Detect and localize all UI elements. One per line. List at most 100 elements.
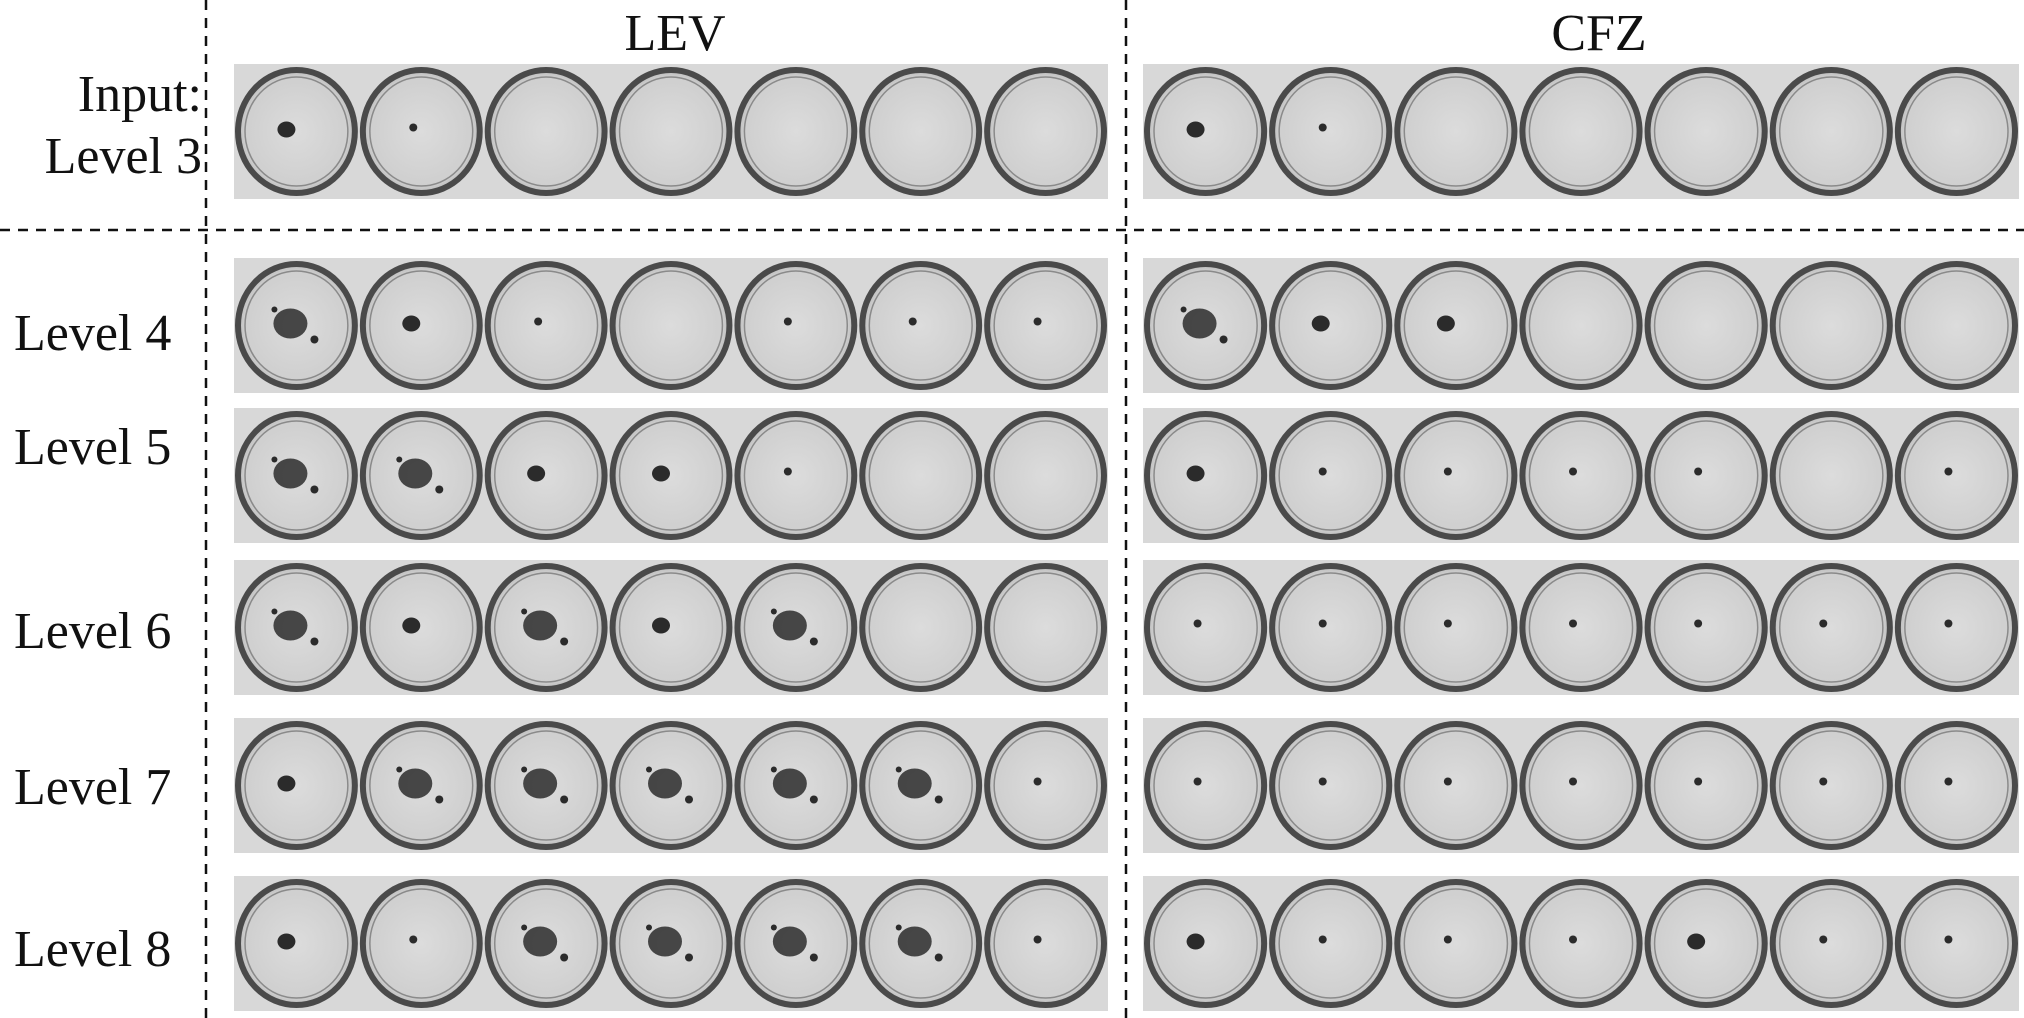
well <box>1144 67 1268 196</box>
colony-blob <box>523 610 558 641</box>
colony-blob <box>897 926 932 957</box>
well-inner-rim <box>1278 270 1384 381</box>
colony-dot <box>1569 467 1577 476</box>
colony-dot <box>1318 467 1327 476</box>
input-label-line1: Input: <box>77 66 202 123</box>
colony-satellite <box>646 924 652 931</box>
well <box>984 563 1107 692</box>
colony-satellite <box>396 456 403 463</box>
colony-satellite <box>809 637 818 646</box>
well-inner-rim <box>743 730 849 841</box>
well-inner-rim <box>618 420 724 531</box>
well-inner-rim <box>993 76 1098 187</box>
well <box>1644 67 1768 196</box>
well-inner-rim <box>1153 270 1258 381</box>
well <box>1519 879 1643 1008</box>
colony-blob <box>273 308 308 339</box>
colony-satellite <box>271 608 278 615</box>
colony-satellite <box>310 485 319 494</box>
well-inner-rim <box>1278 888 1384 999</box>
well <box>1894 261 2019 390</box>
colony-blob <box>1182 308 1217 339</box>
well-inner-rim <box>868 270 973 381</box>
well <box>359 879 483 1008</box>
colony-dot <box>1193 619 1202 628</box>
well <box>1769 879 1893 1008</box>
colony-dot <box>1318 619 1327 628</box>
well <box>1769 261 1893 390</box>
colony-dot <box>1694 619 1703 628</box>
well-inner-rim <box>1528 420 1634 531</box>
well-inner-rim <box>244 888 349 999</box>
well <box>1394 879 1518 1008</box>
well-inner-rim <box>493 270 599 381</box>
well <box>1519 261 1643 390</box>
colony <box>402 315 421 332</box>
well <box>359 563 483 692</box>
colony-satellite <box>685 795 693 804</box>
well <box>1519 67 1643 196</box>
colony-satellite <box>1219 335 1228 344</box>
colony-satellite <box>560 637 569 646</box>
colony-blob <box>772 610 807 641</box>
well-inner-rim <box>868 730 973 841</box>
colony <box>1311 315 1330 332</box>
well <box>484 261 608 390</box>
well-inner-rim <box>1278 420 1384 531</box>
colony-dot <box>1443 467 1452 476</box>
colony-dot <box>409 935 418 944</box>
well-inner-rim <box>1653 420 1759 531</box>
colony <box>1186 933 1205 950</box>
well-inner-rim <box>618 730 724 841</box>
well <box>859 411 983 540</box>
colony-satellite <box>521 766 528 773</box>
colony-satellite <box>310 637 319 646</box>
well-inner-rim <box>369 730 474 841</box>
well-inner-rim <box>244 572 349 683</box>
well <box>1269 261 1393 390</box>
well <box>1269 563 1393 692</box>
colony-blob <box>273 458 308 489</box>
well-inner-rim <box>1403 270 1509 381</box>
colony-satellite <box>435 795 444 804</box>
well-inner-rim <box>618 572 724 683</box>
colony-dot <box>534 317 543 326</box>
well-inner-rim <box>493 76 599 187</box>
row-label-level-8: Level 8 <box>14 921 172 978</box>
well <box>1644 721 1768 850</box>
well <box>1144 411 1268 540</box>
colony-satellite <box>934 795 943 804</box>
well-inner-rim <box>618 270 724 381</box>
well-inner-rim <box>244 420 349 531</box>
well <box>1144 563 1268 692</box>
well <box>1769 563 1893 692</box>
well-inner-rim <box>1403 730 1509 841</box>
colony-dot <box>1569 935 1577 944</box>
well-inner-rim <box>1904 730 2009 841</box>
well-inner-rim <box>993 730 1098 841</box>
colony-dot <box>908 317 917 326</box>
well <box>1519 721 1643 850</box>
well-inner-rim <box>369 270 474 381</box>
well <box>1394 563 1518 692</box>
well-inner-rim <box>868 76 973 187</box>
well <box>1644 879 1768 1008</box>
input-row-label: Input: Level 3 <box>45 64 202 188</box>
well <box>1894 721 2019 850</box>
well <box>1894 411 2019 540</box>
well <box>609 67 733 196</box>
well <box>234 879 358 1008</box>
well <box>734 67 858 196</box>
well-inner-rim <box>493 730 599 841</box>
input-label-line2: Level 3 <box>44 128 202 185</box>
colony-dot <box>783 317 792 326</box>
well <box>984 721 1107 850</box>
well <box>1519 563 1643 692</box>
well <box>1144 721 1268 850</box>
colony-dot <box>1944 935 1953 944</box>
well <box>1269 67 1393 196</box>
well <box>859 261 983 390</box>
well <box>1394 261 1518 390</box>
